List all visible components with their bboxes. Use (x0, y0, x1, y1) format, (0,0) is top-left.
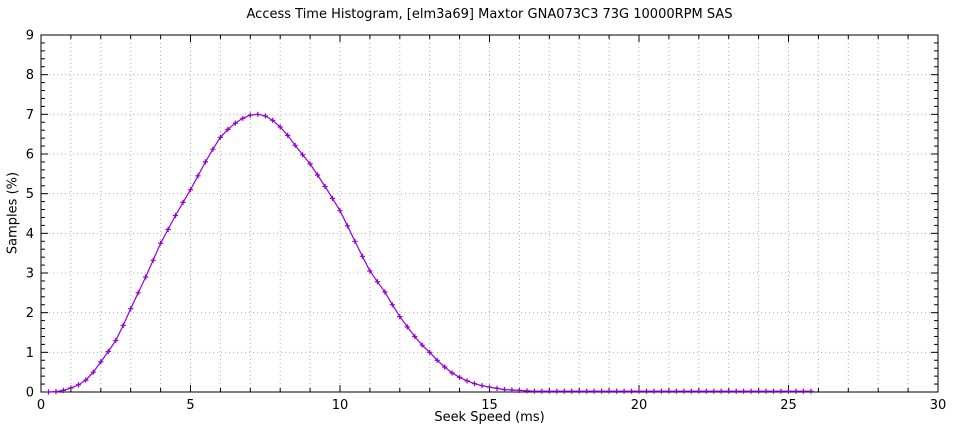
series-plus-markers (45, 111, 814, 395)
x-axis-label: Seek Speed (ms) (434, 410, 545, 425)
x-tick-label: 25 (780, 398, 797, 413)
x-tick-label: 15 (481, 398, 498, 413)
y-tick-label: 9 (26, 29, 34, 44)
axis-ticks (40, 34, 939, 393)
x-tick-label: 20 (631, 398, 648, 413)
y-tick-label: 5 (26, 187, 34, 202)
tick-labels: 0 5 10 15 20 25 30 0 1 2 3 4 5 6 7 8 9 (26, 29, 947, 414)
y-tick-label: 3 (26, 267, 34, 282)
grid (41, 35, 938, 392)
y-tick-label: 7 (26, 108, 34, 123)
plot-frame (40, 34, 939, 393)
x-tick-label: 30 (930, 398, 947, 413)
x-tick-label: 0 (37, 398, 45, 413)
y-tick-label: 4 (26, 227, 34, 242)
y-tick-label: 6 (26, 148, 34, 163)
x-tick-label: 10 (332, 398, 349, 413)
y-tick-label: 0 (26, 386, 34, 401)
chart-title: Access Time Histogram, [elm3a69] Maxtor … (246, 7, 733, 22)
y-tick-label: 1 (26, 346, 34, 361)
y-tick-label: 8 (26, 68, 34, 83)
y-axis-label: Samples (%) (5, 171, 21, 255)
y-tick-label: 2 (26, 306, 34, 321)
x-tick-label: 5 (186, 398, 194, 413)
